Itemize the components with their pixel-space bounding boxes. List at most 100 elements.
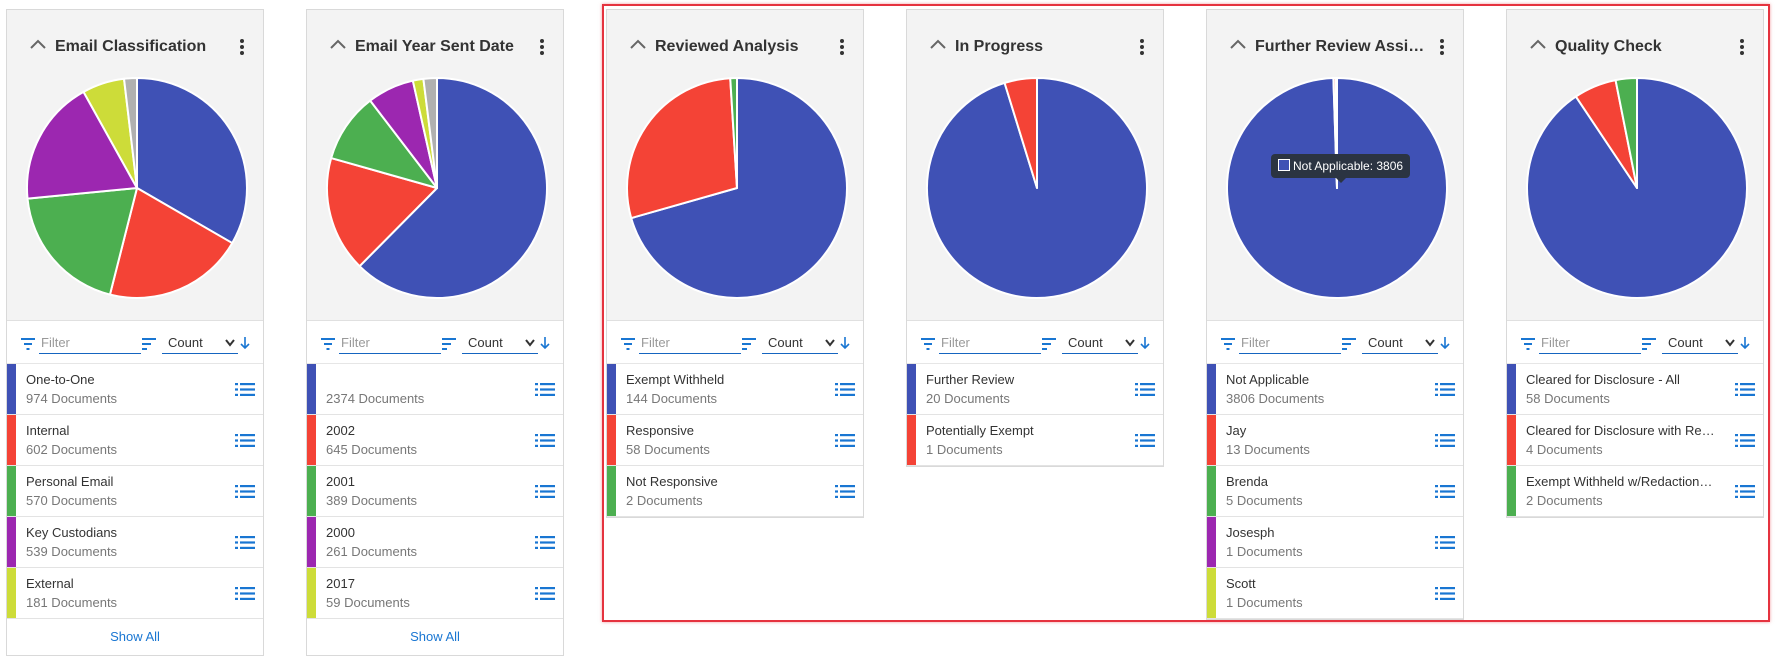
- list-item[interactable]: 2017 59 Documents: [307, 568, 563, 619]
- pie-slice[interactable]: [108, 187, 234, 299]
- chevron-up-icon[interactable]: [1229, 38, 1247, 50]
- more-vertical-icon[interactable]: [539, 38, 545, 56]
- list-item[interactable]: 2001 389 Documents: [307, 466, 563, 517]
- color-bar: [7, 517, 16, 567]
- pie-slice[interactable]: [626, 77, 738, 220]
- list-icon[interactable]: [1435, 485, 1455, 498]
- pie-chart[interactable]: [325, 76, 549, 300]
- pie-slice[interactable]: [422, 77, 438, 189]
- list-item[interactable]: Personal Email 570 Documents: [7, 466, 263, 517]
- list-icon[interactable]: [535, 536, 555, 549]
- filter-input[interactable]: [939, 332, 1041, 354]
- list-item[interactable]: Potentially Exempt 1 Documents: [907, 415, 1163, 466]
- list-item[interactable]: Responsive 58 Documents: [607, 415, 863, 466]
- list-item[interactable]: Not Responsive 2 Documents: [607, 466, 863, 517]
- pie-slice[interactable]: [630, 77, 848, 299]
- show-all-link[interactable]: Show All: [410, 629, 460, 644]
- chevron-up-icon[interactable]: [329, 38, 347, 50]
- more-vertical-icon[interactable]: [839, 38, 845, 56]
- list-icon[interactable]: [1435, 536, 1455, 549]
- list-icon[interactable]: [535, 434, 555, 447]
- pie-chart[interactable]: [25, 76, 249, 300]
- arrow-down-icon[interactable]: [1439, 336, 1451, 350]
- list-icon[interactable]: [1435, 383, 1455, 396]
- list-icon[interactable]: [1735, 383, 1755, 396]
- list-item[interactable]: External 181 Documents: [7, 568, 263, 619]
- list-item[interactable]: 2000 261 Documents: [307, 517, 563, 568]
- pie-chart[interactable]: [925, 76, 1149, 300]
- list-item[interactable]: Further Review 20 Documents: [907, 364, 1163, 415]
- list-item[interactable]: Exempt Withheld 144 Documents: [607, 364, 863, 415]
- list-icon[interactable]: [535, 383, 555, 396]
- more-vertical-icon[interactable]: [1439, 38, 1445, 56]
- list-icon[interactable]: [1435, 434, 1455, 447]
- list-icon[interactable]: [1735, 485, 1755, 498]
- list-item[interactable]: Josesph 1 Documents: [1207, 517, 1463, 568]
- list-icon[interactable]: [535, 587, 555, 600]
- pie-slice[interactable]: [26, 90, 138, 200]
- list-icon[interactable]: [535, 485, 555, 498]
- sort-select[interactable]: Count: [762, 332, 838, 354]
- list-icon[interactable]: [235, 383, 255, 396]
- pie-slice[interactable]: [26, 187, 138, 296]
- pie-slice[interactable]: [326, 157, 438, 268]
- pie-slice[interactable]: [330, 99, 438, 189]
- pie-chart[interactable]: [1225, 76, 1449, 300]
- list-item[interactable]: Cleared for Disclosure - All 58 Document…: [1507, 364, 1763, 415]
- list-item[interactable]: Internal 602 Documents: [7, 415, 263, 466]
- pie-chart[interactable]: [625, 76, 849, 300]
- sort-select[interactable]: Count: [1662, 332, 1738, 354]
- pie-slice[interactable]: [123, 77, 138, 189]
- list-icon[interactable]: [835, 383, 855, 396]
- filter-input[interactable]: [339, 332, 441, 354]
- list-item[interactable]: Cleared for Disclosure with Red... 4 Doc…: [1507, 415, 1763, 466]
- list-icon[interactable]: [235, 536, 255, 549]
- arrow-down-icon[interactable]: [839, 336, 851, 350]
- pie-chart[interactable]: [1525, 76, 1749, 300]
- more-vertical-icon[interactable]: [1139, 38, 1145, 56]
- list-icon[interactable]: [1135, 434, 1155, 447]
- list-item[interactable]: Brenda 5 Documents: [1207, 466, 1463, 517]
- pie-slice[interactable]: [729, 77, 738, 189]
- arrow-down-icon[interactable]: [539, 336, 551, 350]
- list-item[interactable]: 2374 Documents: [307, 364, 563, 415]
- list-icon[interactable]: [1135, 383, 1155, 396]
- filter-input[interactable]: [639, 332, 741, 354]
- sort-select[interactable]: Count: [462, 332, 538, 354]
- chevron-up-icon[interactable]: [629, 38, 647, 50]
- list-item[interactable]: 2002 645 Documents: [307, 415, 563, 466]
- chevron-up-icon[interactable]: [929, 38, 947, 50]
- list-item[interactable]: Key Custodians 539 Documents: [7, 517, 263, 568]
- widget-quality-check: Quality Check Count Cleared for Disclosu…: [1506, 9, 1764, 518]
- chevron-up-icon[interactable]: [1529, 38, 1547, 50]
- list-icon[interactable]: [1735, 434, 1755, 447]
- list-icon[interactable]: [835, 485, 855, 498]
- pie-slice[interactable]: [1614, 77, 1638, 189]
- list-icon[interactable]: [235, 434, 255, 447]
- pie-slice[interactable]: [136, 77, 248, 245]
- list-icon[interactable]: [1435, 587, 1455, 600]
- arrow-down-icon[interactable]: [239, 336, 251, 350]
- sort-select[interactable]: Count: [1362, 332, 1438, 354]
- arrow-down-icon[interactable]: [1739, 336, 1751, 350]
- sort-select[interactable]: Count: [162, 332, 238, 354]
- list-item[interactable]: Not Applicable 3806 Documents: [1207, 364, 1463, 415]
- more-vertical-icon[interactable]: [1739, 38, 1745, 56]
- list-item[interactable]: Scott 1 Documents: [1207, 568, 1463, 619]
- list-icon[interactable]: [235, 485, 255, 498]
- filter-input[interactable]: [1239, 332, 1341, 354]
- arrow-down-icon[interactable]: [1139, 336, 1151, 350]
- sort-select[interactable]: Count: [1062, 332, 1138, 354]
- chevron-up-icon[interactable]: [29, 38, 47, 50]
- list-item[interactable]: Exempt Withheld w/Redactions ... 2 Docum…: [1507, 466, 1763, 517]
- show-all-link[interactable]: Show All: [110, 629, 160, 644]
- more-vertical-icon[interactable]: [239, 38, 245, 56]
- list-item[interactable]: Jay 13 Documents: [1207, 415, 1463, 466]
- list-icon[interactable]: [835, 434, 855, 447]
- pie-slice[interactable]: [1003, 77, 1038, 189]
- filter-input[interactable]: [39, 332, 141, 354]
- filter-input[interactable]: [1539, 332, 1641, 354]
- list-icon[interactable]: [235, 587, 255, 600]
- pie-slice[interactable]: [358, 77, 548, 299]
- list-item[interactable]: One-to-One 974 Documents: [7, 364, 263, 415]
